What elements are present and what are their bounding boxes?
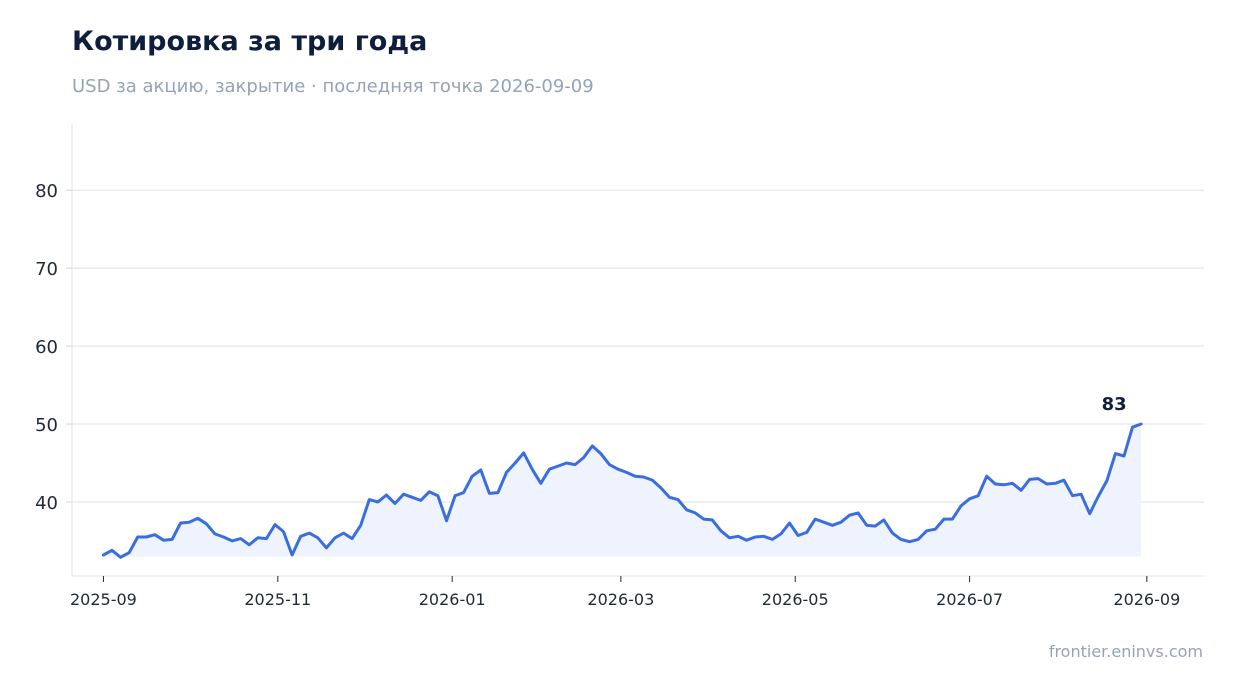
y-tick-label: 50 bbox=[35, 415, 58, 436]
last-value-label: 83 bbox=[1102, 394, 1127, 415]
x-tick-label: 2026-07 bbox=[936, 590, 1003, 609]
y-tick-label: 60 bbox=[35, 337, 58, 358]
area-fill bbox=[103, 424, 1142, 558]
x-axis-ticks: 2025-09 2025-11 2026-01 2026-03 2026-05 2026-… bbox=[70, 576, 1180, 609]
x-tick-label: 2026-03 bbox=[587, 590, 654, 609]
chart-title: Котировка за три года bbox=[72, 26, 428, 57]
x-tick-label: 2025-11 bbox=[244, 590, 311, 609]
y-axis-ticks: 40 50 60 70 80 bbox=[35, 181, 72, 514]
y-tick-label: 80 bbox=[35, 181, 58, 202]
y-tick-label: 40 bbox=[35, 493, 58, 514]
price-line bbox=[101, 422, 1143, 559]
x-tick-label: 2026-01 bbox=[419, 590, 486, 609]
x-tick-label: 2026-05 bbox=[762, 590, 829, 609]
source-credit: frontier.eninvs.com bbox=[1048, 642, 1203, 661]
chart-subtitle: USD за акцию, закрытие · последняя точка… bbox=[72, 76, 594, 97]
x-tick-label: 2025-09 bbox=[70, 590, 137, 609]
x-tick-label: 2026-09 bbox=[1113, 590, 1180, 609]
grid-lines bbox=[72, 189, 1204, 503]
y-tick-label: 70 bbox=[35, 259, 58, 280]
